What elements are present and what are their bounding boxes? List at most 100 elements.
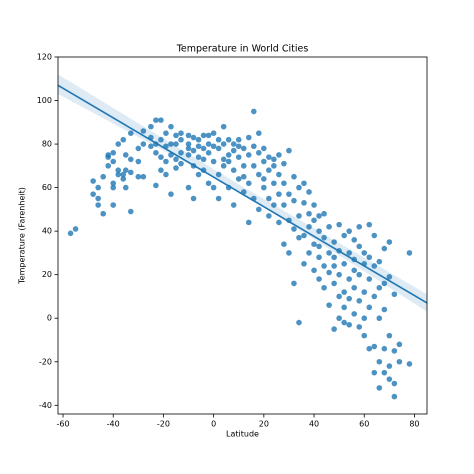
point	[276, 191, 282, 197]
regression-line	[58, 84, 427, 304]
point	[195, 143, 202, 150]
point	[386, 274, 393, 280]
point	[261, 176, 267, 182]
y-tick-label: 40	[42, 227, 52, 236]
point	[178, 130, 184, 136]
point	[326, 269, 332, 276]
y-tick-label: 120	[37, 53, 52, 62]
point	[173, 156, 179, 163]
point	[296, 234, 302, 241]
y-tick-label: 20	[42, 270, 52, 279]
point	[122, 167, 129, 173]
point	[376, 385, 383, 391]
point	[95, 195, 101, 202]
point	[381, 345, 388, 352]
point	[240, 145, 247, 152]
point	[205, 180, 212, 187]
point	[105, 163, 112, 169]
point	[331, 239, 337, 245]
point	[271, 202, 277, 208]
point	[185, 184, 192, 191]
point	[115, 167, 122, 173]
point	[316, 276, 322, 282]
point	[376, 284, 383, 291]
point	[391, 291, 398, 298]
y-tick-label: 100	[37, 96, 52, 105]
point	[376, 358, 383, 365]
point	[178, 160, 184, 167]
point	[356, 298, 363, 304]
point	[321, 210, 327, 217]
point	[173, 165, 179, 171]
point	[220, 123, 227, 130]
point	[185, 152, 192, 158]
point	[311, 217, 317, 224]
point	[336, 271, 342, 278]
point	[366, 221, 373, 228]
point	[276, 152, 282, 158]
point	[230, 147, 237, 154]
point	[296, 184, 302, 191]
point	[316, 243, 322, 250]
point	[261, 184, 267, 191]
point	[190, 195, 197, 202]
point	[301, 180, 307, 187]
point	[215, 145, 222, 152]
point	[225, 136, 232, 143]
point	[210, 143, 217, 150]
point	[195, 171, 202, 178]
point	[235, 143, 242, 150]
point	[376, 315, 383, 322]
point	[135, 173, 142, 180]
point	[371, 369, 378, 376]
point	[346, 276, 352, 282]
point	[185, 141, 192, 147]
point	[316, 213, 322, 219]
point	[346, 321, 352, 328]
point	[356, 243, 363, 250]
point	[291, 226, 297, 232]
point	[105, 152, 112, 158]
point	[127, 156, 134, 163]
point	[67, 230, 74, 237]
point	[286, 250, 292, 256]
point	[321, 263, 327, 269]
point	[245, 152, 252, 158]
point	[100, 210, 106, 217]
point	[291, 173, 297, 180]
point	[163, 158, 169, 165]
x-tick-label: 80	[409, 420, 419, 429]
point	[366, 254, 373, 261]
x-axis-label: Latitude	[226, 430, 259, 439]
point	[261, 158, 267, 165]
x-tick-label: -20	[157, 420, 170, 429]
point	[110, 202, 117, 208]
point	[225, 152, 232, 158]
point	[381, 245, 388, 252]
point	[361, 289, 368, 295]
point	[356, 271, 363, 278]
point	[276, 219, 282, 226]
point	[256, 149, 262, 156]
point	[366, 276, 373, 282]
point	[366, 304, 373, 311]
point	[311, 241, 317, 248]
point	[122, 184, 129, 191]
point	[215, 136, 222, 143]
point	[281, 202, 287, 208]
x-tick-label: 40	[309, 420, 319, 429]
point	[391, 393, 398, 400]
point	[356, 223, 363, 230]
point	[140, 141, 147, 147]
point	[346, 295, 352, 302]
plot-frame	[57, 56, 428, 415]
point	[271, 180, 277, 187]
point	[245, 134, 252, 141]
point	[301, 260, 307, 267]
point	[135, 158, 142, 165]
point	[296, 319, 302, 326]
point	[276, 171, 282, 178]
point	[321, 284, 327, 291]
point	[386, 239, 393, 245]
point	[361, 250, 368, 256]
